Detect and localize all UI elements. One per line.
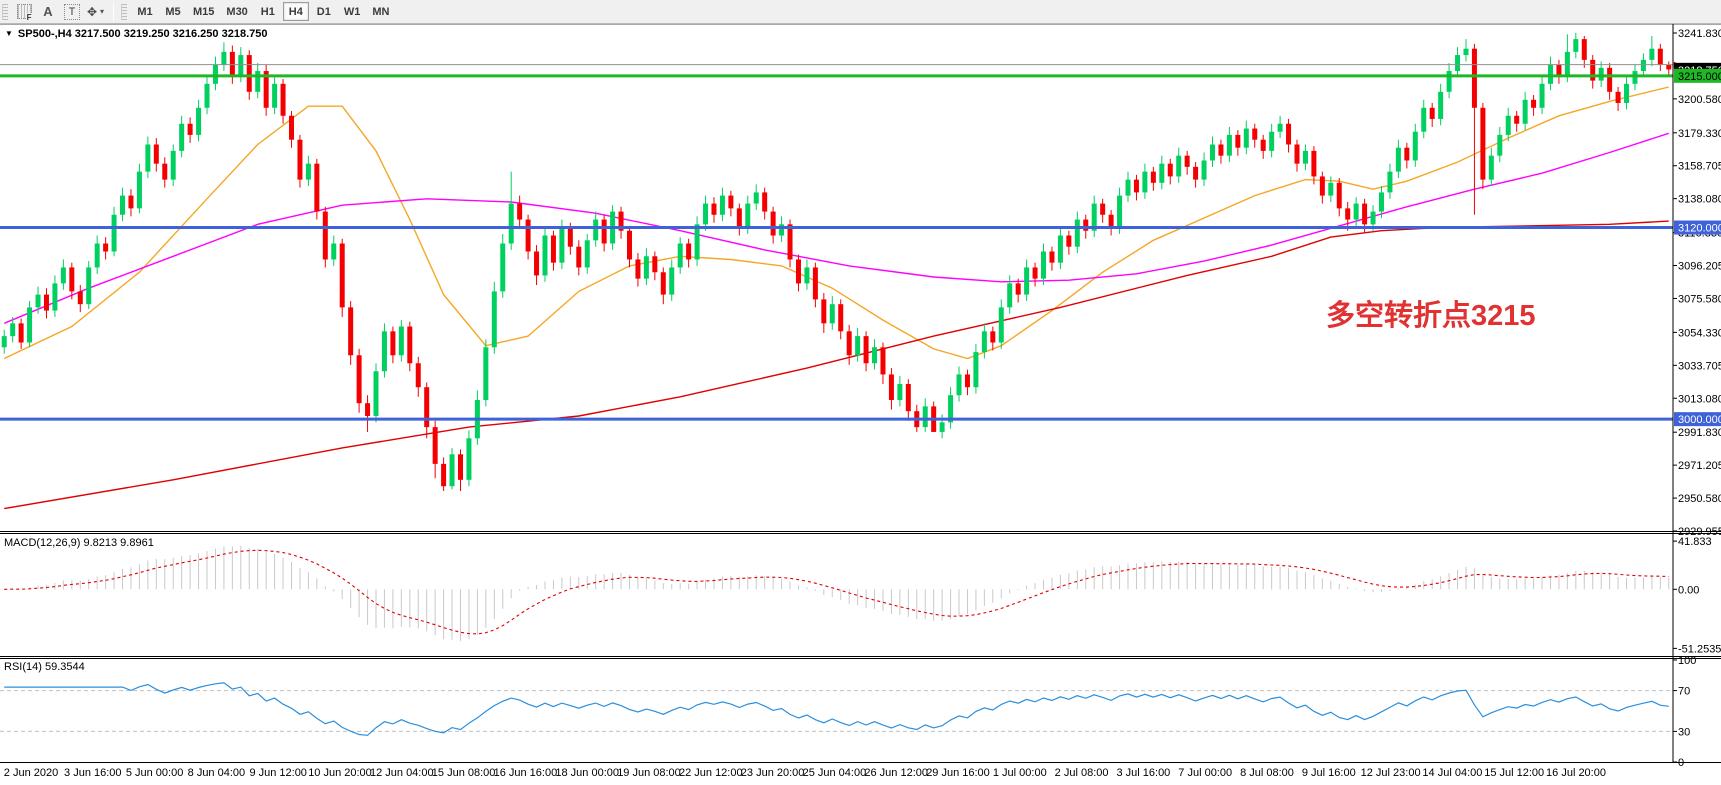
price-axis-box (1674, 68, 1721, 83)
timeframe-d1-button[interactable]: D1 (316, 5, 331, 18)
svg-text:0: 0 (1678, 757, 1684, 769)
svg-text:14 Jul 04:00: 14 Jul 04:00 (1422, 767, 1482, 779)
toolbar-separator (113, 2, 114, 21)
svg-text:2950.580: 2950.580 (1678, 493, 1721, 505)
svg-text:3 Jul 16:00: 3 Jul 16:00 (1116, 767, 1170, 779)
chart-annotation-text[interactable]: 多空转折点3215 (1326, 300, 1536, 332)
level-lines-layer (0, 61, 1680, 421)
svg-text:-51.2535: -51.2535 (1678, 643, 1721, 655)
svg-text:26 Jun 12:00: 26 Jun 12:00 (864, 767, 928, 779)
candles-layer (1, 32, 1672, 492)
symbol-ohlc-readout[interactable]: ▼ SP500-,H4 3217.500 3219.250 3216.250 32… (5, 28, 267, 40)
timeframe-m30-button[interactable]: M30 (226, 5, 248, 18)
timeframe-h1-button[interactable]: H1 (260, 5, 275, 18)
svg-text:30: 30 (1678, 726, 1690, 738)
price-axis-layer[interactable]: 3241.830 3200.580 3179.330 3158.705 3138.080… (1673, 28, 1721, 769)
arrow-tool-button[interactable]: A (43, 4, 53, 19)
chevron-down-icon: ▾ (100, 7, 106, 16)
rsi-indicator-label: RSI(14) 59.3544 (4, 661, 85, 673)
svg-text:19 Jun 08:00: 19 Jun 08:00 (617, 767, 681, 779)
ma-fast-orange (3, 86, 1669, 360)
ma-mid-magenta (3, 132, 1670, 324)
svg-text:3000.000: 3000.000 (1678, 414, 1721, 426)
macd-indicator-label: MACD(12,26,9) 9.8213 9.8961 (4, 537, 154, 549)
svg-text:3096.205: 3096.205 (1678, 261, 1721, 273)
svg-text:22 Jun 12:00: 22 Jun 12:00 (679, 767, 743, 779)
time-axis-layer[interactable]: 2 Jun 2020 3 Jun 16:00 5 Jun 00:00 8 Jun 04… (4, 767, 1606, 779)
frame-layer (0, 24, 1721, 763)
svg-text:2929.955: 2929.955 (1678, 526, 1721, 538)
svg-text:3 Jun 16:00: 3 Jun 16:00 (64, 767, 122, 779)
svg-text:3033.705: 3033.705 (1678, 360, 1721, 372)
svg-text:25 Jun 04:00: 25 Jun 04:00 (803, 767, 867, 779)
svg-text:8 Jul 08:00: 8 Jul 08:00 (1240, 767, 1294, 779)
svg-text:18 Jun 00:00: 18 Jun 00:00 (555, 767, 619, 779)
crosshair-tool-button[interactable]: ✥ ▾ (85, 2, 107, 22)
toolbar: F A T ✥ ▾ M1 M5 M15 M30 H1 H4 D1 W1 MN (0, 0, 1721, 24)
svg-text:3138.080: 3138.080 (1678, 194, 1721, 206)
svg-text:5 Jun 00:00: 5 Jun 00:00 (126, 767, 184, 779)
price-axis-box (1674, 412, 1721, 427)
timeframe-m5-button[interactable]: M5 (165, 5, 181, 18)
price-chart-canvas[interactable]: 3241.830 3200.580 3179.330 3158.705 3138.080… (0, 24, 1721, 785)
svg-text:15 Jun 08:00: 15 Jun 08:00 (432, 767, 496, 779)
toolbar-drag-handle[interactable] (121, 3, 127, 20)
timeframe-w1-button[interactable]: W1 (343, 5, 361, 18)
svg-text:70: 70 (1678, 686, 1690, 698)
svg-text:16 Jul 20:00: 16 Jul 20:00 (1546, 767, 1606, 779)
svg-text:41.833: 41.833 (1678, 536, 1712, 548)
svg-text:2991.830: 2991.830 (1678, 427, 1721, 439)
svg-text:3075.580: 3075.580 (1678, 293, 1721, 305)
svg-text:23 Jun 20:00: 23 Jun 20:00 (741, 767, 805, 779)
macd-signal-line (4, 549, 1669, 635)
symbol-ohlc-text: SP500-,H4 3217.500 3219.250 3216.250 321… (17, 28, 268, 40)
chart-area[interactable]: 3241.830 3200.580 3179.330 3158.705 3138.080… (0, 24, 1721, 785)
chart-shift-button[interactable]: F (13, 2, 35, 22)
svg-text:29 Jun 16:00: 29 Jun 16:00 (926, 767, 990, 779)
svg-text:2 Jun 2020: 2 Jun 2020 (4, 767, 58, 779)
svg-text:100: 100 (1678, 655, 1696, 667)
ma-slow-red (4, 220, 1669, 510)
svg-text:0.00: 0.00 (1678, 584, 1699, 596)
svg-text:2 Jul 08:00: 2 Jul 08:00 (1055, 767, 1109, 779)
svg-text:3241.830: 3241.830 (1678, 28, 1721, 40)
svg-text:3200.580: 3200.580 (1678, 94, 1721, 106)
timeframe-h4-button[interactable]: H4 (282, 2, 309, 21)
svg-text:3013.080: 3013.080 (1678, 393, 1721, 405)
rsi-line (4, 682, 1669, 736)
svg-text:3054.330: 3054.330 (1678, 327, 1721, 339)
svg-text:7 Jul 00:00: 7 Jul 00:00 (1178, 767, 1232, 779)
timeframe-m15-button[interactable]: M15 (193, 5, 215, 18)
svg-text:3179.330: 3179.330 (1678, 128, 1721, 140)
crosshair-icon: ✥ (86, 4, 99, 19)
svg-text:9 Jun 12:00: 9 Jun 12:00 (249, 767, 307, 779)
text-tool-button[interactable]: T (61, 2, 83, 22)
svg-text:12 Jul 23:00: 12 Jul 23:00 (1361, 767, 1421, 779)
svg-text:2971.205: 2971.205 (1678, 460, 1721, 472)
timeframe-m1-button[interactable]: M1 (137, 5, 153, 18)
svg-text:3120.000: 3120.000 (1678, 223, 1721, 235)
svg-text:1 Jul 00:00: 1 Jul 00:00 (993, 767, 1047, 779)
svg-text:15 Jul 12:00: 15 Jul 12:00 (1484, 767, 1544, 779)
rsi-panel-layer (0, 682, 1673, 736)
grid-icon: F (16, 4, 32, 22)
svg-text:10 Jun 20:00: 10 Jun 20:00 (308, 767, 372, 779)
price-axis-box (1674, 220, 1721, 235)
text-icon: T (64, 3, 80, 20)
timeframe-mn-button[interactable]: MN (372, 5, 390, 18)
svg-text:8 Jun 04:00: 8 Jun 04:00 (188, 767, 246, 779)
toolbar-drag-handle[interactable] (2, 3, 8, 20)
svg-text:3215.000: 3215.000 (1678, 71, 1721, 83)
macd-panel-layer (4, 545, 1670, 642)
svg-text:16 Jun 16:00: 16 Jun 16:00 (494, 767, 558, 779)
symbol-dropdown-icon[interactable]: ▼ (5, 29, 13, 38)
svg-text:3158.705: 3158.705 (1678, 161, 1721, 173)
svg-text:12 Jun 04:00: 12 Jun 04:00 (370, 767, 434, 779)
svg-text:9 Jul 16:00: 9 Jul 16:00 (1302, 767, 1356, 779)
